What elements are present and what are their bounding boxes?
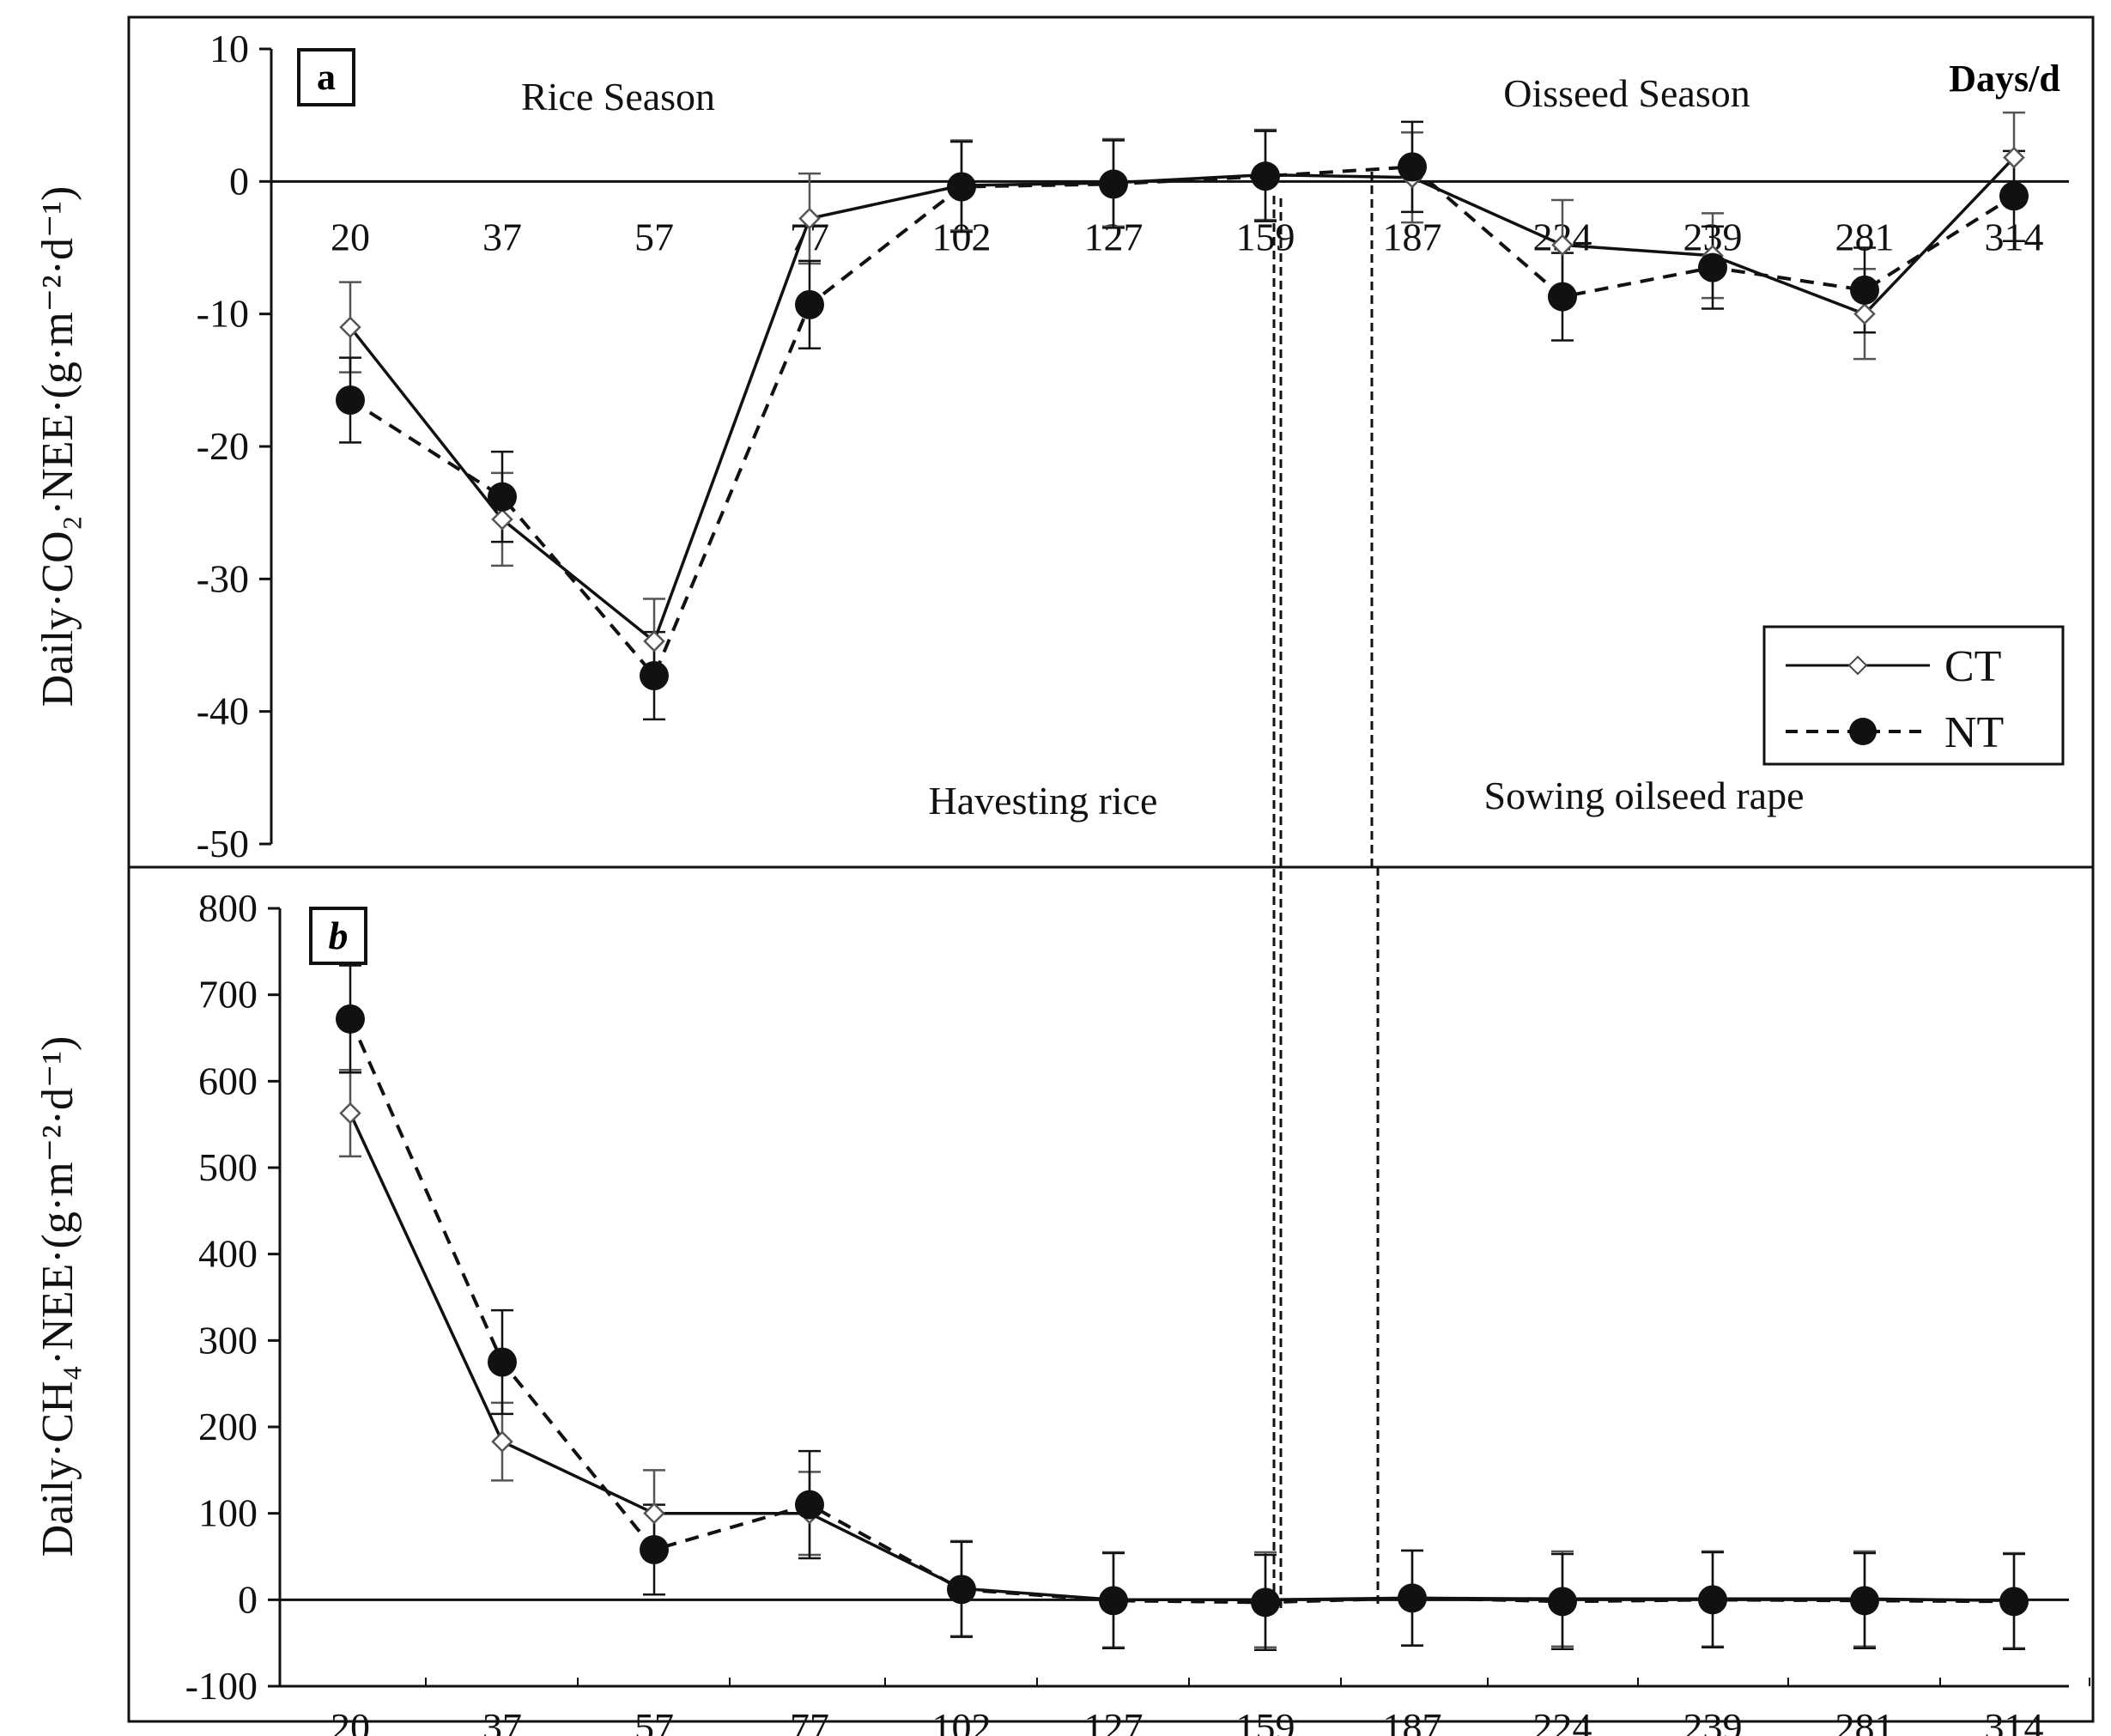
panel-b-x-tick-label: 239 [1683, 1705, 1743, 1736]
panel-a-y-tick-label: 0 [229, 159, 249, 203]
panel-a-y-tick-label: -50 [197, 822, 249, 865]
panel-b-x-tick-label: 159 [1236, 1705, 1295, 1736]
panel-a-nt-point [1398, 152, 1427, 182]
panel-a-nt-point [640, 660, 669, 690]
panel-b-ct-point [491, 1430, 513, 1453]
panel-a-nt-point [1999, 181, 2029, 211]
panel-a-ct-point [339, 316, 361, 338]
panel-b-x-tick-label: 77 [790, 1705, 829, 1736]
panel-b-y-tick-label: 200 [198, 1405, 258, 1448]
legend-box [1762, 625, 2065, 766]
x-axis-unit-label: Days/d [1949, 58, 2060, 100]
panel-b-x-tick-label: 281 [1835, 1705, 1895, 1736]
panel-a-nt-point [795, 289, 824, 319]
panel-a-nt-point [1251, 161, 1280, 191]
panel-b-y-tick-label: 700 [198, 973, 258, 1017]
panel-a-nt-point [947, 172, 976, 202]
panel-a-x-tick-label: 20 [331, 215, 370, 258]
legend-nt-circle-icon [1849, 718, 1877, 745]
panel-a-nt-point [1698, 252, 1727, 282]
panel-b-y-tick-label: 800 [198, 886, 258, 930]
panel-b-nt-point [947, 1575, 976, 1605]
panel-b-nt-point [1698, 1585, 1727, 1615]
sowing-annotation: Sowing oilseed rape [1483, 774, 1804, 817]
panel-a-y-tick-label: -30 [197, 556, 249, 600]
panel-b-x-tick-label: 20 [331, 1705, 370, 1736]
panel-b-y-tick-label: 600 [198, 1059, 258, 1102]
panel-a-nt-point [336, 385, 365, 415]
rice-season-label: Rice Season [521, 75, 715, 118]
panel-b-nt-point [1850, 1586, 1879, 1616]
panel-a-x-tick-label: 57 [634, 215, 674, 258]
panel-b-x-tick-label: 187 [1383, 1705, 1442, 1736]
panel-b-nt-point [1398, 1583, 1427, 1613]
panel-b-y-tick-label: 500 [198, 1145, 258, 1189]
panel-a-label: a [317, 56, 336, 98]
panel-b-y-tick-label: 400 [198, 1232, 258, 1276]
harvest-annotation: Havesting rice [929, 779, 1158, 822]
panel-b-y-tick-label: -100 [185, 1664, 258, 1708]
legend-ct-label: CT [1944, 642, 2001, 691]
panel-a-plot: 100-10-20-30-40-502037577710212715918722… [197, 27, 2069, 865]
panel-b-x-tick-label: 224 [1533, 1705, 1592, 1736]
panel-a-ct-point [2003, 146, 2025, 169]
panel-b-nt-point [488, 1347, 517, 1377]
panel-a-y-tick-label: -40 [197, 689, 249, 733]
panel-a-ct-point [643, 630, 665, 653]
panel-b-nt-series-line [349, 1018, 2015, 1605]
oilseed-season-label: Oisseed Season [1503, 71, 1750, 115]
panel-b-nt-point [336, 1004, 365, 1034]
panel-b-nt-point [1999, 1587, 2029, 1617]
panel-a-ct-series-line [349, 156, 2016, 643]
panel-a-y-tick-label: 10 [209, 27, 249, 70]
panel-a-y-tick-label: -10 [197, 292, 249, 336]
panel-b-nt-point [1251, 1587, 1280, 1618]
panel-a-x-tick-label: 37 [482, 215, 522, 258]
panel-b-x-tick-label: 37 [482, 1705, 522, 1736]
panel-b-x-tick-label: 57 [634, 1705, 674, 1736]
panel-b-x-tick-label: 127 [1084, 1705, 1143, 1736]
panel-b-label: b [329, 914, 349, 957]
panel-b-ct-point [643, 1502, 665, 1525]
panel-b-ct-series-line [349, 1112, 2015, 1603]
panel-a-nt-point [488, 482, 517, 512]
panel-b-nt-point [795, 1490, 824, 1520]
panel-b-y-tick-label: 100 [198, 1491, 258, 1535]
panel-b-nt-point [1099, 1586, 1128, 1616]
panel-a-nt-point [1099, 169, 1128, 199]
panel-a-ylabel: Daily·CO₂·NEE·(g·m⁻²·d⁻¹) [33, 186, 82, 707]
panel-b-plot: 800 700 600 500 400 300 200 100 0 -100 20 37 57 77 102… [185, 886, 2090, 1736]
panel-a-ct-point [491, 508, 513, 531]
panel-b-y-tick-label: 300 [198, 1318, 258, 1362]
panel-a-label-box [297, 48, 355, 106]
panel-b-nt-point [640, 1534, 669, 1564]
panel-a-nt-point [1548, 282, 1577, 312]
legend-ct-diamond-icon [1847, 655, 1868, 676]
panel-b-x-tick-label: 314 [1985, 1705, 2044, 1736]
panel-a-y-tick-label: -20 [197, 424, 249, 468]
panel-a-ct-point [798, 207, 821, 230]
legend: CT NT [1762, 625, 2065, 766]
panel-b-ylabel: Daily·CH₄·NEE·(g·m⁻²·d⁻¹) [33, 1036, 82, 1557]
panel-b-y-tick-label: 0 [238, 1577, 258, 1621]
panel-a-nt-series-line [349, 165, 2016, 677]
panel-b-label-box [309, 907, 367, 965]
panel-b-x-tick-label: 102 [932, 1705, 992, 1736]
panel-a-ct-point [1853, 302, 1876, 325]
figure-frame [127, 15, 2095, 1723]
panel-a-nt-point [1850, 275, 1879, 305]
panel-b-nt-point [1548, 1587, 1577, 1617]
panel-b-ct-point [339, 1102, 361, 1125]
legend-nt-label: NT [1944, 708, 2004, 757]
panel-a-ct-point [1551, 234, 1574, 257]
